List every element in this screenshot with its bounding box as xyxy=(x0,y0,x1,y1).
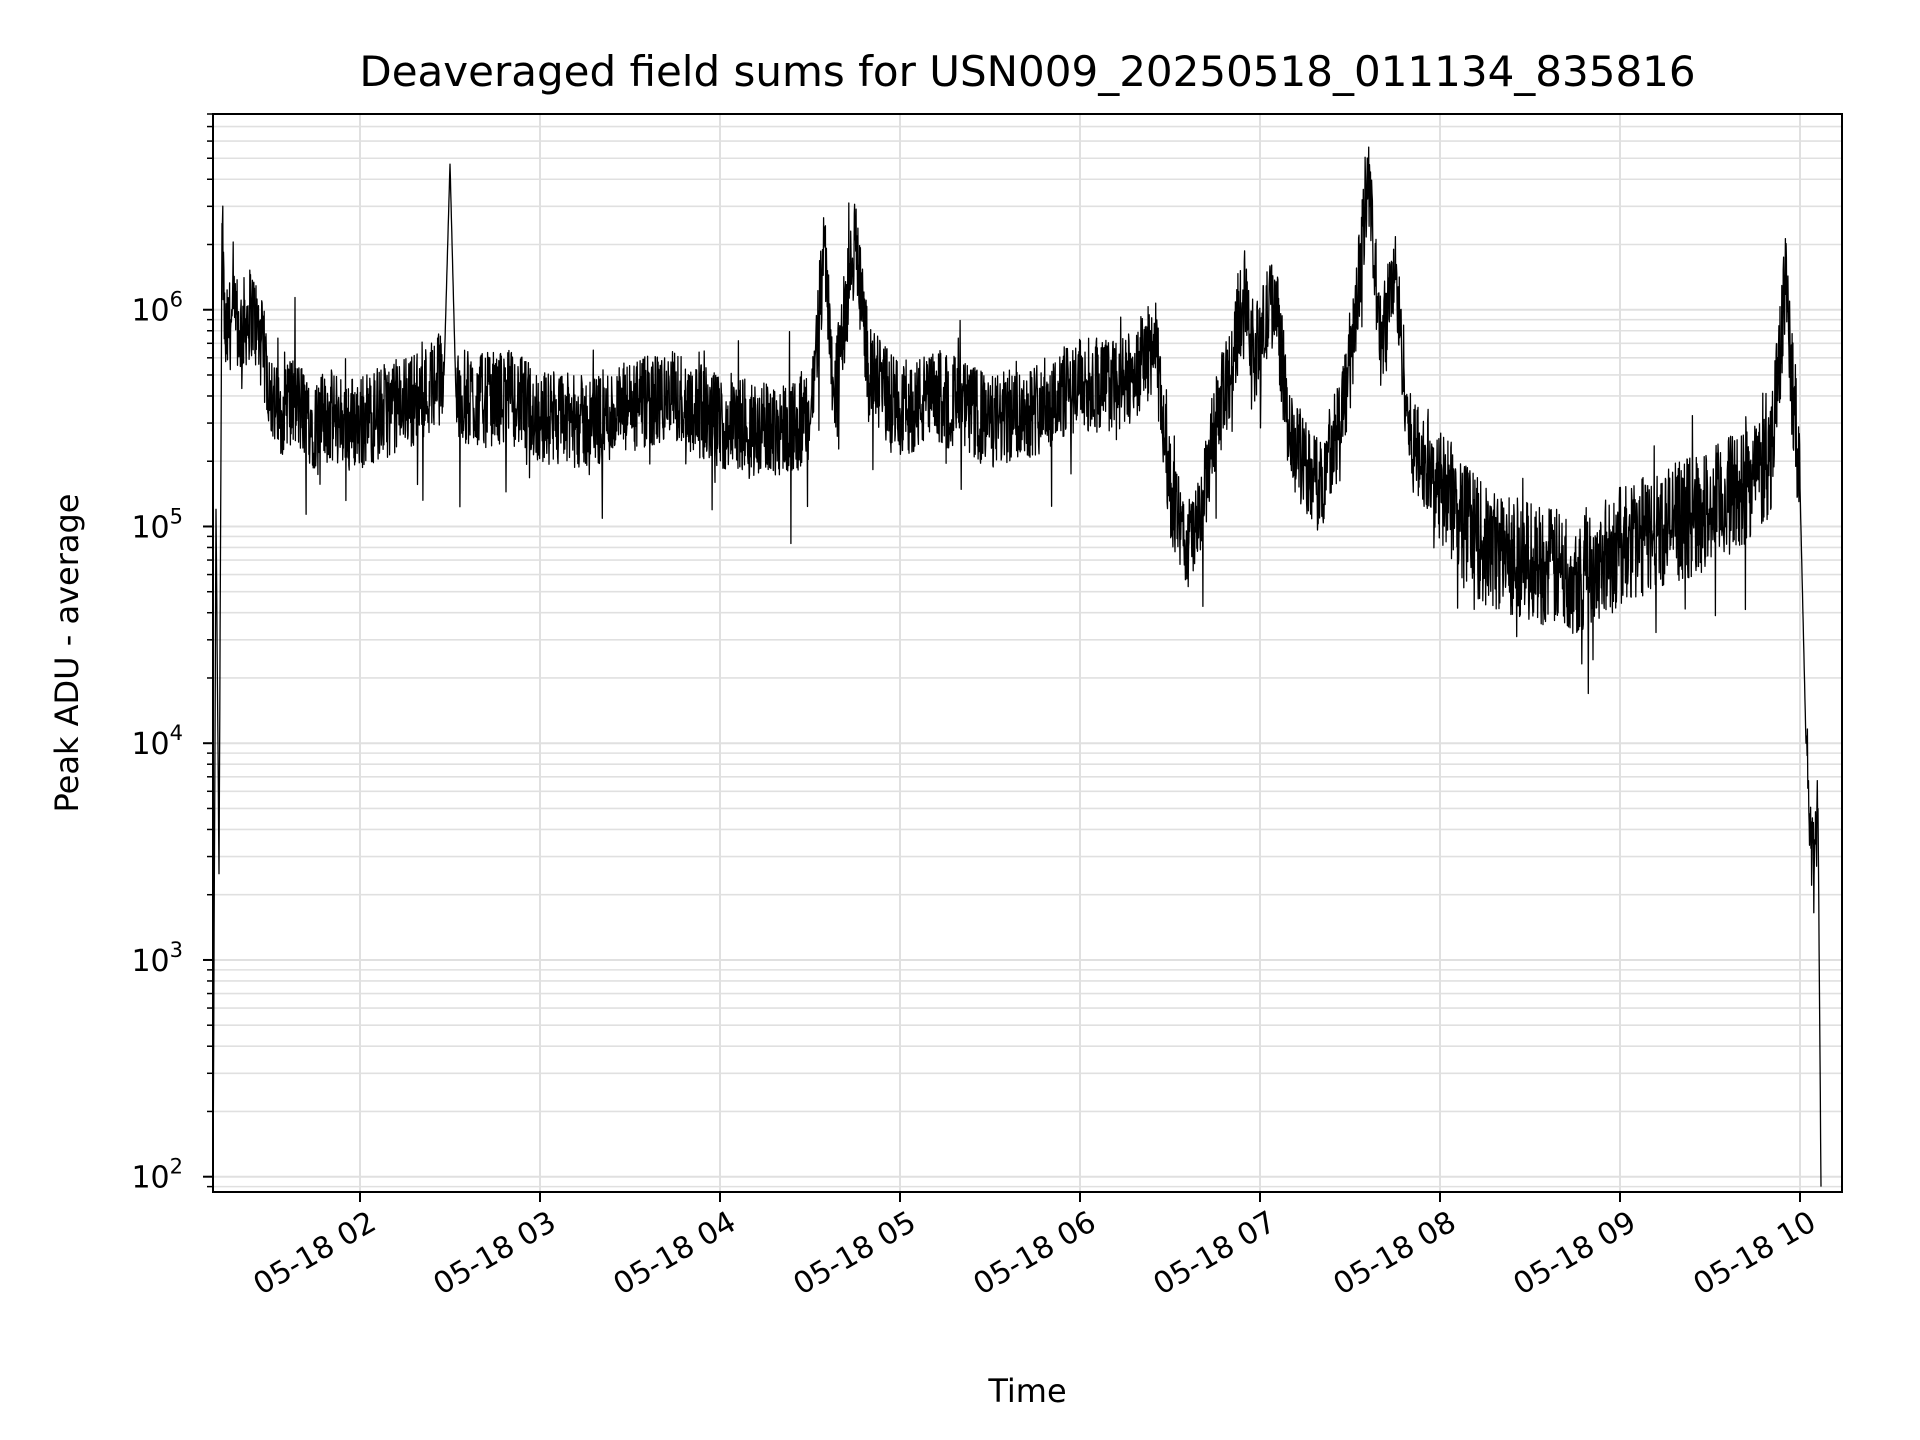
series-line xyxy=(213,146,1822,1187)
y-tick-exponent: 2 xyxy=(170,1155,183,1179)
chart-title: Deaveraged field sums for USN009_2025051… xyxy=(359,47,1695,96)
y-tick-base: 10 xyxy=(131,510,169,545)
series-layer xyxy=(213,146,1822,1187)
y-tick-exponent: 5 xyxy=(170,504,183,528)
y-tick-exponent: 6 xyxy=(170,288,183,312)
y-tick-label: 103 xyxy=(131,938,183,979)
y-tick-label: 104 xyxy=(131,721,183,762)
y-tick-label: 106 xyxy=(131,288,183,329)
y-tick-base: 10 xyxy=(131,294,169,329)
y-tick-label: 105 xyxy=(131,504,183,545)
y-tick-base: 10 xyxy=(131,1161,169,1196)
y-axis-title: Peak ADU - average xyxy=(48,494,86,813)
y-tick-exponent: 3 xyxy=(170,938,183,962)
y-tick-exponent: 4 xyxy=(170,721,183,745)
x-axis-title: Time xyxy=(987,1372,1066,1410)
plot-frame xyxy=(212,113,1843,1193)
y-tick-label: 102 xyxy=(131,1155,183,1196)
y-tick-base: 10 xyxy=(131,727,169,762)
grid xyxy=(213,113,1842,1192)
y-tick-base: 10 xyxy=(131,944,169,979)
tick-marks xyxy=(203,113,1801,1202)
